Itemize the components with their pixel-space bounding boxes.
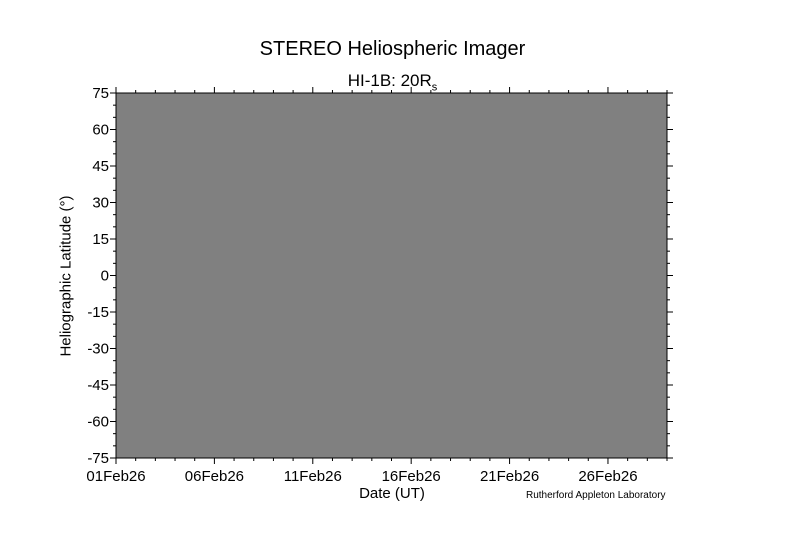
- y-tick-label: 60: [92, 122, 109, 139]
- x-tick-label: 11Feb26: [284, 468, 342, 485]
- x-tick-label: 06Feb26: [185, 468, 244, 485]
- chart-subtitle: HI-1B: 20Rs: [347, 71, 438, 94]
- x-tick-label: 01Feb26: [86, 468, 145, 485]
- y-tick-label: -15: [87, 304, 109, 321]
- y-tick-label: -45: [87, 377, 109, 394]
- y-tick-label: 30: [92, 195, 109, 212]
- x-tick-label: 16Feb26: [382, 468, 441, 485]
- chart-title: STEREO Heliospheric Imager: [259, 38, 526, 60]
- credit-annotation: Rutherford Appleton Laboratory: [526, 490, 666, 501]
- data-field: [115, 92, 668, 459]
- x-tick-label: 21Feb26: [480, 468, 539, 485]
- y-tick-label: 75: [92, 85, 109, 102]
- x-tick-label: 26Feb26: [578, 468, 637, 485]
- y-tick-label: -60: [87, 414, 109, 431]
- y-tick-label: -30: [87, 341, 109, 358]
- y-tick-label: 45: [92, 158, 109, 175]
- x-axis-label: Date (UT): [359, 485, 425, 502]
- y-tick-label: 15: [92, 231, 109, 248]
- y-tick-label: -75: [87, 450, 109, 467]
- y-tick-label: 0: [101, 268, 109, 285]
